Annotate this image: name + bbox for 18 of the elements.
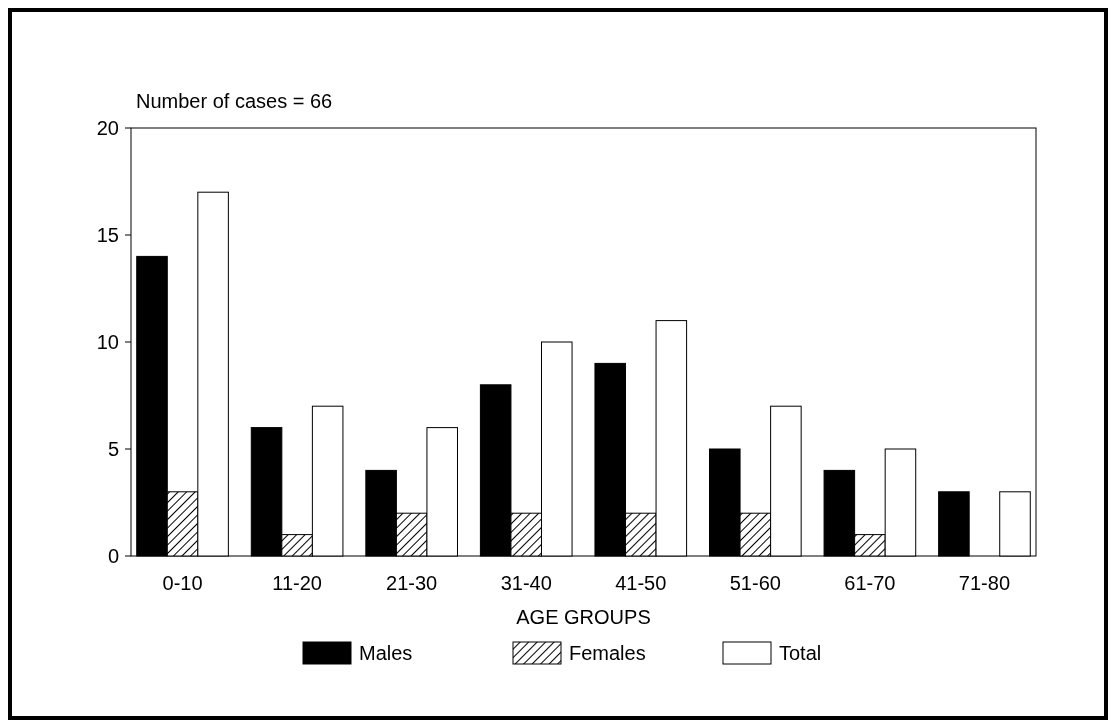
y-tick-label: 15	[96, 224, 119, 246]
y-tick-label: 10	[96, 331, 119, 353]
x-tick-label: 31-40	[500, 572, 552, 594]
legend-label: Males	[359, 642, 413, 664]
legend-label: Total	[779, 642, 822, 664]
chart-title: Number of cases = 66	[136, 90, 333, 112]
x-tick-label: 61-70	[844, 572, 896, 594]
x-tick-label: 51-60	[729, 572, 781, 594]
x-tick-label: 71-80	[958, 572, 1011, 594]
y-tick-label: 20	[96, 117, 119, 139]
x-tick-label: 41-50	[615, 572, 667, 594]
x-tick-label: 11-20	[272, 572, 322, 594]
x-tick-label: 21-30	[386, 572, 438, 594]
y-tick-label: 0	[107, 545, 119, 567]
x-axis-title: AGE GROUPS	[516, 606, 651, 628]
legend-label: Females	[569, 642, 646, 664]
y-tick-label: 5	[107, 438, 119, 460]
x-tick-label: 0-10	[162, 572, 203, 594]
